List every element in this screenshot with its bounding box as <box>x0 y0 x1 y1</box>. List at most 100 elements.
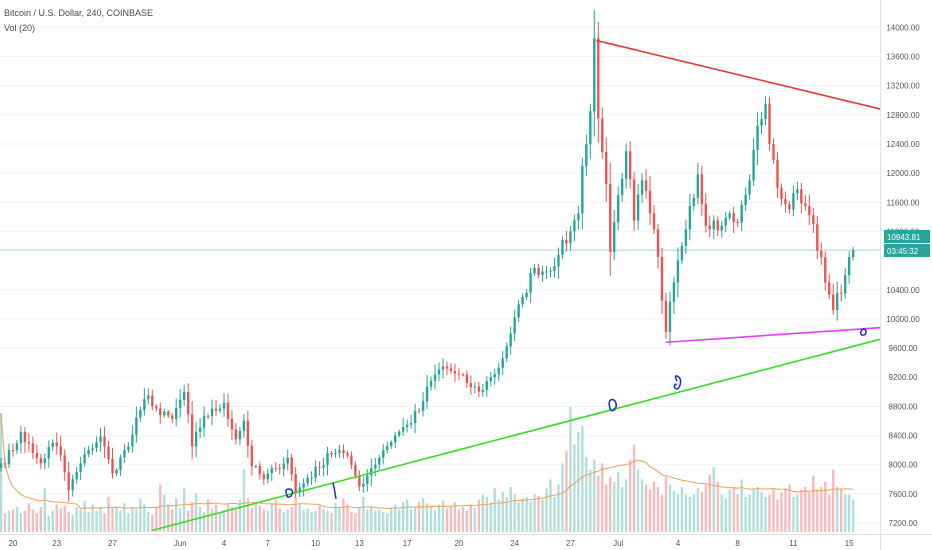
volume-bar <box>59 508 62 532</box>
volume-bar <box>453 502 457 532</box>
candle-body <box>202 415 206 428</box>
symbol-title[interactable]: Bitcoin / U.S. Dollar, 240, COINBASE <box>4 8 154 18</box>
volume-bar <box>553 497 556 532</box>
volume-bar <box>513 494 516 532</box>
volume-bar <box>613 482 616 532</box>
volume-bar <box>624 479 628 532</box>
candle-body <box>740 204 743 223</box>
candle-body <box>51 442 54 447</box>
candle-body <box>752 150 755 181</box>
candle-body <box>326 453 329 466</box>
candle-body <box>254 466 258 468</box>
candle-body <box>246 420 250 446</box>
resistance-line <box>596 39 881 110</box>
annotation-mark <box>285 488 294 499</box>
volume-bar <box>151 514 154 532</box>
candle-body <box>668 301 672 333</box>
volume-bar <box>127 513 130 532</box>
price-tag-value: 10943.81 <box>887 233 921 242</box>
price-tick-label: 8800.00 <box>889 402 918 411</box>
volume-bar <box>760 492 763 532</box>
candle-body <box>812 215 815 225</box>
volume-bar <box>298 503 301 532</box>
candle-body <box>0 463 3 468</box>
volume-bar <box>429 507 433 532</box>
candle-body <box>433 374 437 381</box>
volume-bar <box>342 498 345 532</box>
candle-body <box>79 463 82 473</box>
volume-bar <box>362 497 365 532</box>
drawings[interactable] <box>152 39 881 532</box>
volume-bar <box>672 490 676 532</box>
volume-indicator-label[interactable]: Vol (20) <box>4 23 36 33</box>
candle-body <box>541 271 544 276</box>
volume-bar <box>75 507 78 532</box>
volume-bar <box>712 467 715 532</box>
volume-bar <box>83 500 86 532</box>
candle-body <box>700 174 704 204</box>
volume-bar <box>457 509 461 532</box>
time-tick-label: Jun <box>174 539 187 548</box>
candle-body <box>390 442 393 447</box>
volume-bar <box>740 479 743 532</box>
candle-body <box>660 256 664 301</box>
volume-bar <box>258 505 262 532</box>
candle-body <box>704 203 707 226</box>
volume-bar <box>437 504 441 532</box>
volume-bar <box>0 413 3 532</box>
candle-body <box>784 199 787 205</box>
candle-body <box>628 151 632 180</box>
candle-body <box>182 391 186 400</box>
volume-bar <box>405 499 409 532</box>
candle-body <box>577 213 580 221</box>
candle-body <box>597 38 600 119</box>
price-tick-label: 12000.00 <box>886 169 920 178</box>
candle-body <box>601 118 604 152</box>
time-axis[interactable]: 20 23 27 Jun 4 7 10 13 17 20 24 27 Jul 4 8 11 15 <box>8 539 854 548</box>
time-tick-label: 24 <box>510 539 519 548</box>
candle-body <box>684 229 688 247</box>
volume-bar <box>688 497 692 532</box>
candle-body <box>302 483 305 488</box>
volume-bar <box>768 494 771 532</box>
candle-body <box>808 205 811 216</box>
candle-body <box>3 463 7 465</box>
volume-bar <box>529 500 532 532</box>
candle-body <box>127 446 130 451</box>
candle-body <box>47 446 50 459</box>
price-tick-label: 13600.00 <box>886 52 920 61</box>
volume-bar <box>505 497 508 532</box>
candle-body <box>493 374 496 378</box>
candle-body <box>39 457 43 464</box>
candle-body <box>620 178 624 195</box>
candle-body <box>226 402 230 419</box>
volume-bar <box>278 508 281 532</box>
candle-body <box>652 213 656 230</box>
candle-body <box>744 194 747 205</box>
candle-body <box>186 391 190 415</box>
candle-body <box>394 435 397 443</box>
annotation-mark <box>332 482 337 500</box>
volume-bar <box>282 512 285 532</box>
time-tick-label: 10 <box>311 539 320 548</box>
price-axis[interactable]: 14000.00 13600.00 13200.00 12800.00 12400.00… <box>886 23 920 528</box>
volume-bar <box>115 507 118 532</box>
candle-body <box>274 468 277 470</box>
volume-bar <box>680 487 684 532</box>
candle-body <box>370 468 373 476</box>
candle-body <box>35 453 39 458</box>
price-tick-label: 7200.00 <box>889 519 918 528</box>
candle-body <box>15 443 19 451</box>
volume-bar <box>147 512 150 532</box>
candle-body <box>529 273 532 293</box>
volume-bar <box>370 507 373 532</box>
volume-bar <box>218 513 222 532</box>
candle-body <box>358 475 361 487</box>
candle-body <box>111 458 114 474</box>
volume-bar <box>752 489 755 532</box>
candle-body <box>417 410 421 412</box>
candle-body <box>732 213 735 222</box>
volume-bar <box>99 507 102 532</box>
annotation-mark <box>608 398 618 412</box>
